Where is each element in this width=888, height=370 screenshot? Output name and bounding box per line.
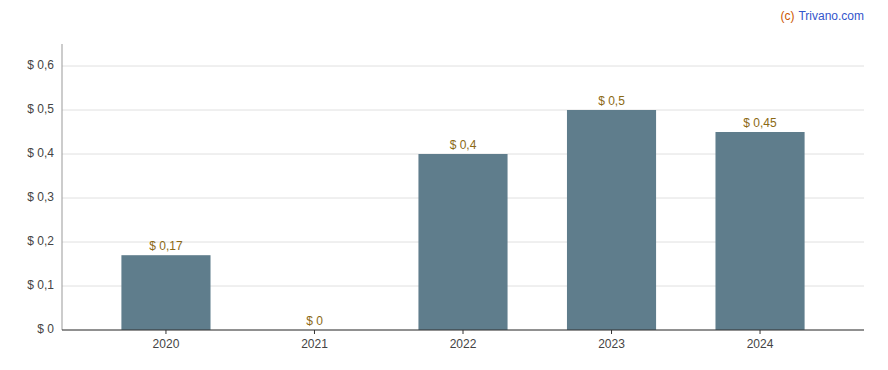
y-tick-label: $ 0,6 xyxy=(27,58,54,72)
x-tick xyxy=(760,330,761,334)
x-tick xyxy=(314,330,315,334)
y-tick-label: $ 0,3 xyxy=(27,190,54,204)
grid-line xyxy=(62,110,864,111)
y-tick-label: $ 0,5 xyxy=(27,102,54,116)
bar xyxy=(715,132,804,330)
watermark-part: Trivano.com xyxy=(798,9,864,23)
x-tick-label: 2020 xyxy=(153,337,180,351)
y-tick-label: $ 0,2 xyxy=(27,234,54,248)
x-tick-label: 2024 xyxy=(747,337,774,351)
x-tick-label: 2022 xyxy=(450,337,477,351)
data-label: $ 0,5 xyxy=(598,94,625,108)
x-tick xyxy=(463,330,464,334)
watermark: (c) Trivano.com xyxy=(780,9,864,23)
data-label: $ 0,17 xyxy=(149,239,183,253)
x-tick-label: 2021 xyxy=(301,337,328,351)
x-tick-label: 2023 xyxy=(598,337,625,351)
y-tick-label: $ 0,1 xyxy=(27,278,54,292)
bar xyxy=(418,154,507,330)
data-label: $ 0,4 xyxy=(450,138,477,152)
data-label: $ 0 xyxy=(306,314,323,328)
grid-line xyxy=(62,66,864,67)
bar xyxy=(567,110,656,330)
data-label: $ 0,45 xyxy=(743,116,777,130)
x-tick xyxy=(611,330,612,334)
y-tick-label: $ 0,4 xyxy=(27,146,54,160)
bar xyxy=(121,255,210,330)
y-tick-label: $ 0 xyxy=(37,322,54,336)
y-grid xyxy=(62,66,864,330)
x-tick xyxy=(165,330,166,334)
y-axis-line xyxy=(62,44,63,330)
bars xyxy=(121,110,804,330)
watermark-part: (c) xyxy=(780,9,794,23)
chart: $ 0 $ 0,1 $ 0,2 $ 0,3 $ 0,4 $ 0,5 $ 0,6 $ 0,17 $… xyxy=(0,0,888,370)
